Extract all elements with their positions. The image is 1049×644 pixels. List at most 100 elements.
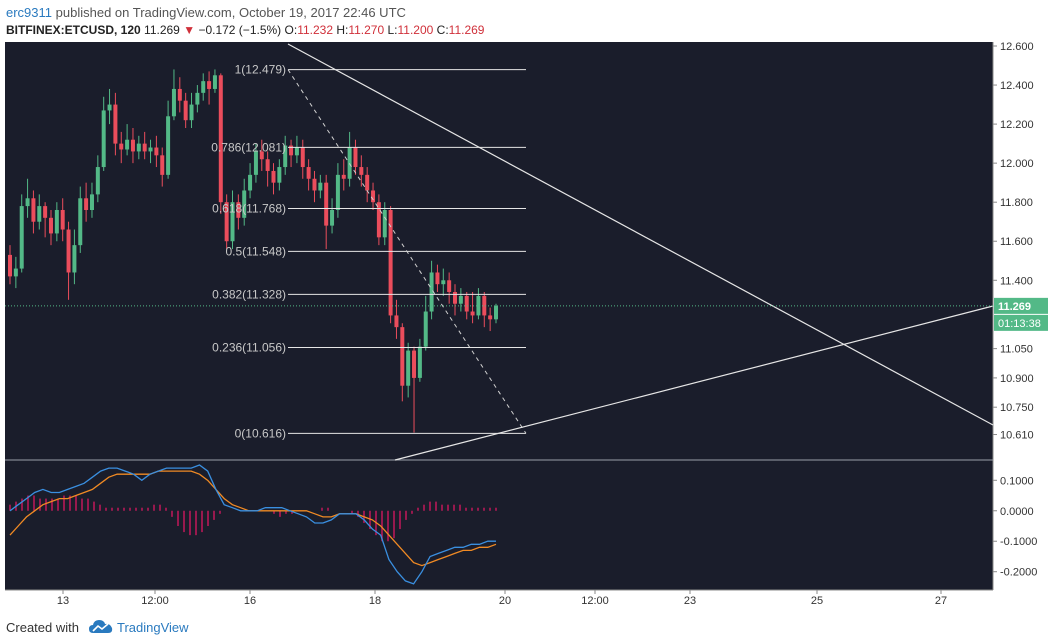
candle-body bbox=[148, 147, 153, 152]
macd-tick-label: 0.0000 bbox=[1000, 506, 1034, 518]
fib-level-label: 0.382(11.328) bbox=[212, 287, 286, 301]
price-tick-label: 12.600 bbox=[1000, 42, 1034, 53]
symbol-info: BITFINEX:ETCUSD, 120 11.269 ▼ −0.172 (−1… bbox=[6, 23, 484, 37]
publish-info: erc9311 published on TradingView.com, Oc… bbox=[6, 5, 406, 20]
candle-body bbox=[166, 116, 171, 175]
time-tick-label: 23 bbox=[684, 595, 696, 607]
candle-body bbox=[435, 272, 440, 285]
candle-body bbox=[429, 272, 434, 312]
price-tick-label: 10.750 bbox=[1000, 402, 1034, 414]
time-tick-label: 20 bbox=[499, 595, 511, 607]
chart-background bbox=[5, 42, 1049, 610]
high-value: 11.270 bbox=[348, 23, 385, 37]
price-tick-label: 11.800 bbox=[1000, 197, 1033, 209]
candle-body bbox=[453, 292, 458, 304]
candle-body bbox=[353, 147, 358, 168]
fib-level-label: 0.5(11.548) bbox=[226, 244, 287, 258]
candle-body bbox=[95, 167, 100, 195]
candle-body bbox=[130, 139, 135, 152]
price-tick-label: 11.050 bbox=[1000, 344, 1033, 356]
open-label: O: bbox=[284, 23, 298, 37]
candle-body bbox=[458, 295, 463, 304]
time-tick-label: 12:00 bbox=[581, 595, 609, 607]
candle-body bbox=[230, 202, 235, 242]
down-arrow-icon: ▼ bbox=[183, 23, 196, 37]
candle-body bbox=[253, 151, 258, 175]
candle-body bbox=[89, 194, 94, 210]
candle-body bbox=[476, 295, 481, 316]
candle-body bbox=[31, 198, 36, 222]
high-label: H: bbox=[336, 23, 349, 37]
candle-body bbox=[341, 174, 346, 179]
candle-body bbox=[37, 206, 42, 222]
candle-body bbox=[78, 198, 83, 246]
candle-body bbox=[66, 229, 71, 273]
candle-body bbox=[318, 182, 323, 191]
candle-body bbox=[8, 254, 12, 277]
tradingview-cloud-icon[interactable] bbox=[89, 618, 113, 636]
candle-body bbox=[19, 206, 24, 269]
price-tick-label: 11.600 bbox=[1000, 236, 1033, 248]
fib-level-label: 0.236(11.056) bbox=[212, 340, 286, 354]
fib-level-label: 0(10.616) bbox=[235, 426, 286, 440]
macd-tick-label: -0.2000 bbox=[1000, 567, 1037, 579]
candle-body bbox=[488, 315, 493, 320]
macd-line bbox=[9, 464, 496, 585]
candle-body bbox=[48, 217, 53, 234]
tradingview-link[interactable]: TradingView bbox=[117, 620, 189, 635]
candle-body bbox=[470, 311, 475, 316]
price-tick-label: 11.400 bbox=[1000, 275, 1033, 287]
countdown-tag bbox=[994, 314, 1048, 331]
countdown-tag-label: 01:13:38 bbox=[998, 318, 1041, 330]
candle-body bbox=[25, 198, 30, 207]
chart-header: erc9311 published on TradingView.com, Oc… bbox=[0, 0, 1049, 42]
close-label: C: bbox=[436, 23, 449, 37]
candle-body bbox=[324, 182, 329, 226]
candle-body bbox=[54, 210, 59, 234]
time-tick-label: 27 bbox=[935, 595, 947, 607]
candle-body bbox=[359, 167, 364, 175]
candle-body bbox=[417, 346, 422, 378]
candle-body bbox=[300, 147, 305, 168]
last-price-tag-label: 11.269 bbox=[998, 301, 1031, 313]
candle-body bbox=[136, 143, 141, 152]
candle-body bbox=[447, 280, 452, 292]
price-tick-label: 12.400 bbox=[1000, 80, 1034, 92]
candle-body bbox=[13, 268, 18, 277]
fib-level-label: 0.786(12.081) bbox=[211, 140, 286, 154]
candle-body bbox=[482, 295, 487, 316]
candle-body bbox=[423, 311, 428, 347]
low-value: 11.200 bbox=[397, 23, 434, 37]
time-axis-panel bbox=[5, 590, 993, 610]
candle-body bbox=[183, 100, 188, 121]
candle-body bbox=[177, 88, 182, 101]
time-tick-label: 18 bbox=[369, 595, 381, 607]
candle-body bbox=[189, 104, 194, 121]
candle-body bbox=[464, 295, 469, 312]
candle-body bbox=[382, 210, 387, 238]
footer: Created with TradingView bbox=[0, 610, 1049, 644]
symbol-label: BITFINEX:ETCUSD, 120 bbox=[6, 23, 141, 37]
candle-body bbox=[236, 202, 241, 218]
candle-body bbox=[119, 143, 124, 150]
candle-body bbox=[365, 174, 370, 191]
created-with-text: Created with bbox=[6, 620, 79, 635]
candle-body bbox=[125, 139, 130, 150]
price-tick-label: 10.900 bbox=[1000, 373, 1034, 385]
username-link[interactable]: erc9311 bbox=[6, 5, 53, 20]
candle-body bbox=[259, 151, 264, 160]
time-tick-label: 13 bbox=[57, 595, 69, 607]
candle-body bbox=[441, 280, 446, 285]
macd-tick-label: -0.1000 bbox=[1000, 536, 1037, 548]
ascending-trendline bbox=[394, 305, 994, 461]
candle-body bbox=[160, 155, 165, 175]
fib-trend-line bbox=[287, 69, 527, 434]
price-change: −0.172 (−1.5%) bbox=[198, 23, 282, 37]
candle-body bbox=[294, 147, 299, 156]
candle-body bbox=[72, 245, 77, 273]
price-chart[interactable]: 12.600 12.400 12.200 12.000 11.800 11.600 11.4… bbox=[5, 42, 1049, 610]
price-tick-label: 10.610 bbox=[1000, 430, 1034, 442]
candle-body bbox=[171, 88, 176, 117]
candle-body bbox=[371, 190, 376, 203]
low-label: L: bbox=[387, 23, 398, 37]
